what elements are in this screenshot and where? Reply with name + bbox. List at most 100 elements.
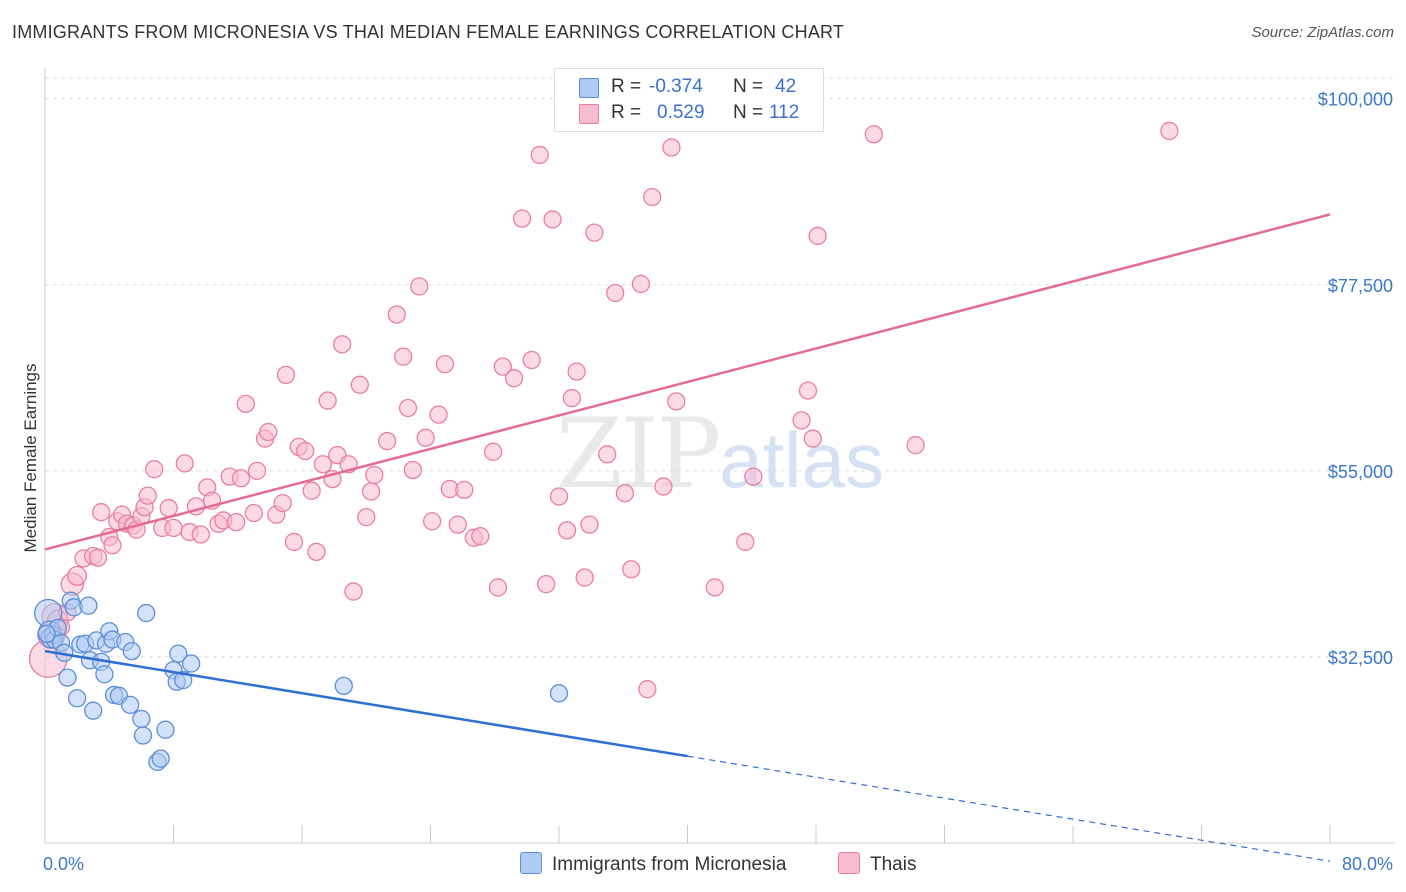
data-point-thais [244, 503, 263, 523]
trend-lines [44, 213, 1331, 862]
trend-line-thais [44, 213, 1331, 551]
data-point-thais [344, 582, 363, 601]
data-point-thais [622, 560, 641, 579]
data-point-thais [606, 283, 625, 303]
data-point-thais [585, 223, 604, 242]
data-point-thais [803, 429, 822, 448]
data-point-thais [643, 187, 662, 207]
legend-r-value: 0.529 [657, 102, 705, 123]
data-point-thais [394, 347, 413, 366]
data-point-thais [575, 568, 594, 587]
data-point-thais [537, 574, 556, 594]
chart-title: IMMIGRANTS FROM MICRONESIA VS THAI MEDIA… [12, 22, 845, 42]
data-point-thais [276, 365, 296, 385]
data-point-micronesia [137, 603, 156, 623]
data-point-thais [231, 469, 251, 488]
legend-r-label: R = [611, 76, 642, 97]
data-point-thais [259, 422, 278, 442]
bottom-legend-swatch-micronesia [520, 852, 542, 874]
data-point-thais [410, 277, 429, 296]
data-point-thais [864, 125, 883, 144]
data-point-thais [798, 381, 818, 400]
data-point-thais [350, 375, 369, 394]
data-point-thais [333, 335, 352, 354]
data-point-thais [598, 445, 617, 464]
data-point-micronesia [182, 654, 201, 673]
bottom-legend-micronesia: Immigrants from Micronesia [520, 852, 786, 876]
data-point-micronesia [122, 641, 141, 661]
y-tick-labels: $32,500 $55,000 $77,500 $100,000 [1318, 90, 1393, 668]
data-point-thais [530, 145, 549, 165]
data-point-thais [562, 388, 581, 408]
y-tick-label: $77,500 [1328, 276, 1393, 296]
data-point-micronesia [79, 596, 98, 615]
data-point-thais [377, 431, 397, 451]
data-point-micronesia [58, 668, 77, 687]
data-point-thais [226, 512, 246, 532]
bottom-legend-thais: Thais [838, 852, 916, 876]
data-point-thais [662, 138, 681, 157]
data-point-micronesia [37, 624, 56, 643]
data-point-thais [557, 521, 577, 540]
data-point-thais [654, 477, 673, 496]
data-point-thais [273, 493, 292, 513]
data-point-thais [247, 461, 267, 480]
data-point-thais [488, 578, 508, 597]
data-point-thais [705, 578, 724, 597]
bottom-legend-swatch-thais [838, 852, 860, 874]
x-tick-label-min: 0.0% [43, 854, 84, 874]
data-point-thais [403, 460, 422, 480]
data-point-thais [1160, 121, 1179, 141]
data-point-thais [736, 532, 755, 552]
legend-n-label: N = [733, 76, 764, 97]
series-micronesia [33, 591, 569, 772]
data-point-thais [365, 465, 384, 485]
data-point-thais [455, 480, 474, 500]
data-point-thais [512, 209, 532, 228]
legend-n-label: N = [733, 102, 764, 123]
axes [44, 68, 1395, 844]
legend-r-label: R = [611, 102, 642, 123]
data-point-thais [580, 515, 599, 534]
data-point-thais [543, 210, 562, 229]
grid-lines [45, 77, 1395, 658]
data-point-thais [164, 518, 183, 538]
data-point-thais [138, 486, 157, 505]
data-point-thais [631, 274, 651, 294]
watermark-atlas: atlas [719, 416, 884, 504]
legend-swatch-micronesia [579, 78, 599, 98]
legend-r-value: -0.374 [649, 76, 703, 97]
x-tick-label-max: 80.0% [1342, 854, 1393, 874]
data-point-thais [284, 532, 304, 552]
data-point-micronesia [549, 684, 569, 703]
data-point-thais [387, 305, 406, 324]
y-axis-title: Median Female Earnings [21, 364, 40, 553]
data-point-thais [313, 455, 333, 474]
data-point-thais [667, 392, 686, 411]
data-point-thais [67, 565, 88, 586]
y-tick-label: $32,500 [1328, 648, 1393, 668]
legend-swatch-thais [579, 104, 599, 124]
data-point-micronesia [334, 676, 353, 696]
data-point-thais [483, 442, 503, 461]
data-point-thais [792, 411, 811, 430]
data-point-micronesia [84, 701, 103, 720]
data-point-thais [175, 454, 194, 473]
watermark-zip: ZIP [556, 398, 721, 510]
data-point-thais [808, 226, 827, 246]
data-point-thais [429, 405, 448, 424]
data-point-thais [567, 362, 586, 381]
y-tick-label: $100,000 [1318, 90, 1393, 110]
data-point-micronesia [95, 665, 114, 684]
legend-n-value: 42 [775, 76, 797, 97]
bottom-legend-label-thais: Thais [870, 854, 917, 875]
data-point-thais [471, 527, 490, 546]
data-point-micronesia [156, 720, 175, 739]
data-point-micronesia [133, 726, 153, 745]
data-point-micronesia [151, 749, 170, 768]
data-point-thais [191, 525, 210, 544]
data-point-thais [296, 441, 315, 461]
data-point-thais [493, 357, 512, 376]
data-point-thais [522, 350, 541, 370]
data-point-micronesia [67, 689, 87, 708]
